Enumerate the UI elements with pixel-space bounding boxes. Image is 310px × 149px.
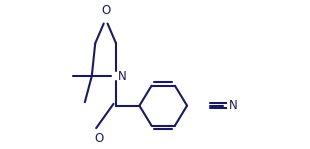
- Text: N: N: [118, 70, 127, 83]
- Text: O: O: [101, 4, 110, 17]
- Text: O: O: [94, 132, 103, 145]
- Text: N: N: [229, 99, 237, 112]
